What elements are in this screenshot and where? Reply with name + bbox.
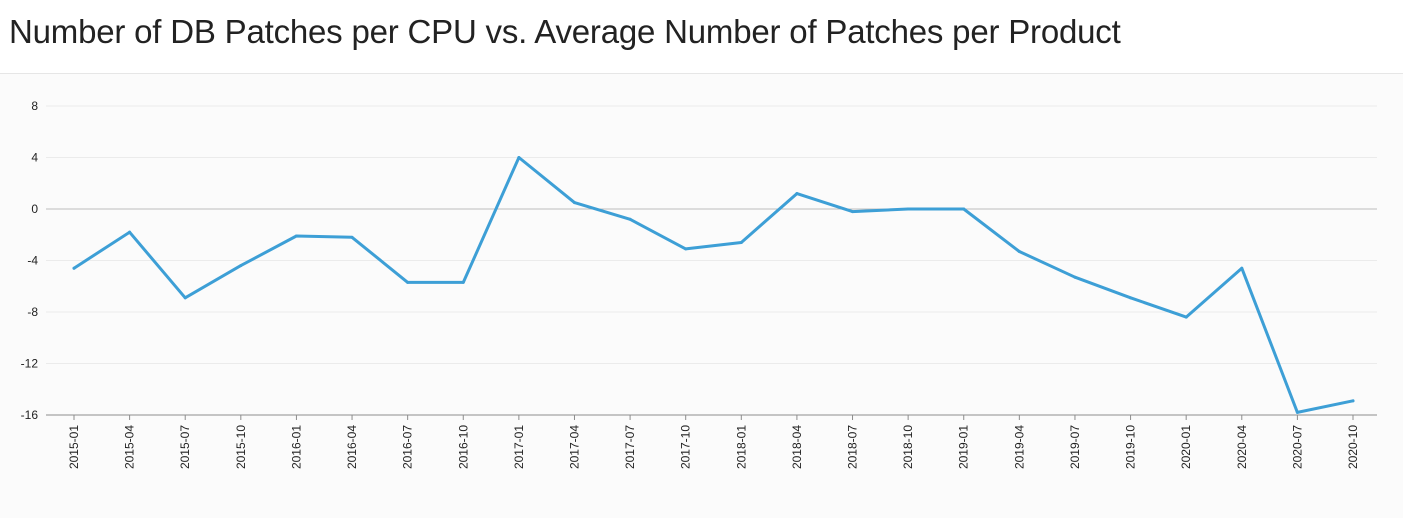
data-point [406,280,410,284]
x-tick-label: 2019-01 [957,425,971,469]
y-tick-label: -8 [27,305,38,319]
chart-header: Number of DB Patches per CPU vs. Average… [0,0,1403,74]
chart-title: Number of DB Patches per CPU vs. Average… [9,13,1121,50]
x-tick-label: 2020-01 [1179,425,1193,469]
data-point [795,192,799,196]
data-point [739,240,743,244]
data-point [906,207,910,211]
data-point [1295,410,1299,414]
y-tick-label: 8 [31,99,38,113]
data-point [350,235,354,239]
data-point [1240,266,1244,270]
data-point [962,207,966,211]
data-point [1017,249,1021,253]
x-tick-label: 2017-01 [512,425,526,469]
x-tick-label: 2017-07 [623,425,637,469]
x-tick-label: 2015-07 [178,425,192,469]
x-tick-label: 2016-07 [401,425,415,469]
grid-lines [46,105,1377,416]
x-tick-label: 2015-10 [234,425,248,469]
data-point [1184,315,1188,319]
data-point [628,217,632,221]
x-tick-label: 2020-04 [1235,425,1249,469]
x-tick-label: 2016-01 [289,425,303,469]
y-tick-label: 0 [31,202,38,216]
x-tick-label: 2015-04 [123,425,137,469]
y-axis-ticks: 8 4 0 -4 -8 -12 -16 [21,99,39,422]
data-point [72,266,76,270]
series-line-0 [72,156,1355,414]
y-tick-label: -4 [27,254,38,268]
x-tick-label: 2017-04 [567,425,581,469]
x-tick-label: 2019-07 [1068,425,1082,469]
plot-area [0,74,1403,518]
x-tick-label: 2018-04 [790,425,804,469]
data-point [572,201,576,205]
data-point [239,264,243,268]
y-tick-label: 4 [31,151,38,165]
data-point [684,247,688,251]
data-point [851,210,855,214]
data-point [128,230,132,234]
x-axis-ticks: 2015-01 2015-04 2015-07 2015-10 2016-01 2016-… [67,415,1360,469]
y-tick-label: -16 [21,408,39,422]
series-group [72,156,1355,414]
data-point [1351,399,1355,403]
data-point [294,234,298,238]
x-tick-label: 2018-01 [734,425,748,469]
x-tick-label: 2017-10 [679,425,693,469]
x-tick-label: 2018-10 [901,425,915,469]
data-point [183,296,187,300]
x-tick-label: 2018-07 [846,425,860,469]
y-tick-label: -12 [21,357,39,371]
x-tick-label: 2019-10 [1124,425,1138,469]
x-tick-label: 2016-04 [345,425,359,469]
x-tick-label: 2015-01 [67,425,81,469]
data-point [517,156,521,159]
x-tick-label: 2020-07 [1290,425,1304,469]
data-point [1073,275,1077,279]
x-tick-label: 2020-10 [1346,425,1360,469]
data-point [461,280,465,284]
data-point [1129,296,1133,300]
x-tick-label: 2016-10 [456,425,470,469]
x-tick-label: 2019-04 [1012,425,1026,469]
